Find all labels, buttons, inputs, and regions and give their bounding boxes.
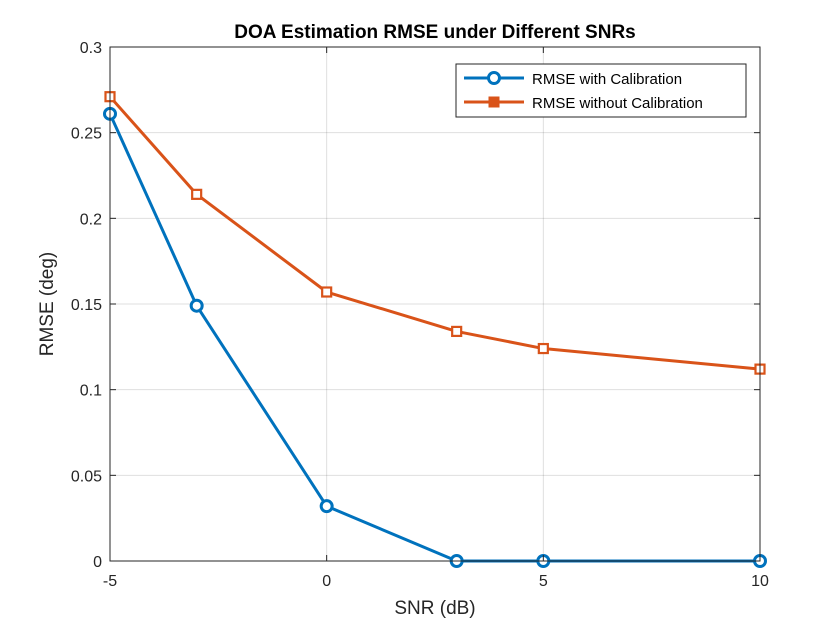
legend-label-calibration: RMSE with Calibration [532, 71, 682, 88]
y-tick-label: 0.25 [71, 126, 102, 143]
y-axis-label: RMSE (deg) [37, 252, 58, 357]
x-axis-label: SNR (dB) [394, 598, 475, 619]
data-point-calibration [319, 499, 334, 514]
data-point-calibration [189, 298, 204, 313]
data-point-no-calibration [451, 325, 463, 338]
x-tick-label: 5 [539, 573, 548, 590]
chart-title: DOA Estimation RMSE under Different SNRs [234, 22, 636, 43]
x-tick-label: 0 [322, 573, 331, 590]
x-tick-label: 10 [751, 573, 769, 590]
data-point-no-calibration [321, 286, 333, 298]
data-point-no-calibration [537, 342, 549, 355]
x-tick-label: -5 [103, 573, 117, 590]
series-line-no-calibration [108, 95, 761, 371]
legend-label-no-calibration: RMSE without Calibration [532, 95, 703, 112]
y-tick-label: 0.3 [80, 40, 102, 57]
legend-marker-calibration [487, 71, 501, 85]
legend: RMSE with Calibration RMSE without Calib… [455, 63, 747, 118]
y-tick-label: 0.05 [71, 468, 102, 485]
y-tick-label: 0 [93, 554, 102, 571]
legend-box [455, 63, 747, 118]
tick-marks [109, 46, 761, 562]
y-tick-label: 0.2 [80, 211, 102, 228]
y-tick-label: 0.1 [80, 383, 102, 400]
y-tick-label: 0.15 [71, 297, 102, 314]
legend-marker-no-calibration [488, 96, 500, 108]
data-point-no-calibration [191, 188, 203, 200]
plot-area [110, 47, 760, 561]
